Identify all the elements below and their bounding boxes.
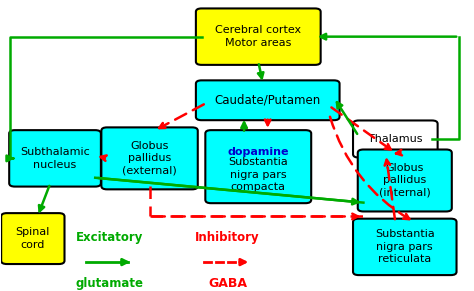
Text: dopamine: dopamine	[228, 147, 289, 157]
FancyBboxPatch shape	[101, 127, 198, 189]
Text: Inhibitory: Inhibitory	[195, 231, 260, 244]
FancyBboxPatch shape	[1, 213, 64, 264]
FancyBboxPatch shape	[353, 219, 456, 275]
Text: Thalamus: Thalamus	[368, 134, 423, 144]
Text: Globus
pallidus
(external): Globus pallidus (external)	[122, 141, 177, 176]
Text: Caudate/Putamen: Caudate/Putamen	[215, 94, 321, 107]
FancyBboxPatch shape	[9, 130, 101, 187]
Text: Cerebral cortex
Motor areas: Cerebral cortex Motor areas	[215, 25, 301, 48]
FancyBboxPatch shape	[353, 120, 438, 157]
Text: Substantia
nigra pars
compacta: Substantia nigra pars compacta	[228, 157, 288, 192]
Text: Excitatory: Excitatory	[76, 231, 143, 244]
Text: glutamate: glutamate	[75, 277, 144, 290]
Text: Subthalamic
nucleus: Subthalamic nucleus	[20, 147, 90, 170]
FancyBboxPatch shape	[205, 130, 311, 203]
FancyBboxPatch shape	[196, 80, 339, 120]
Text: GABA: GABA	[208, 277, 247, 290]
Text: Spinal
cord: Spinal cord	[16, 227, 50, 250]
FancyBboxPatch shape	[196, 8, 320, 65]
Text: Globus
pallidus
(internal): Globus pallidus (internal)	[379, 163, 431, 198]
FancyBboxPatch shape	[358, 150, 452, 212]
Text: Substantia
nigra pars
reticulata: Substantia nigra pars reticulata	[375, 230, 435, 264]
